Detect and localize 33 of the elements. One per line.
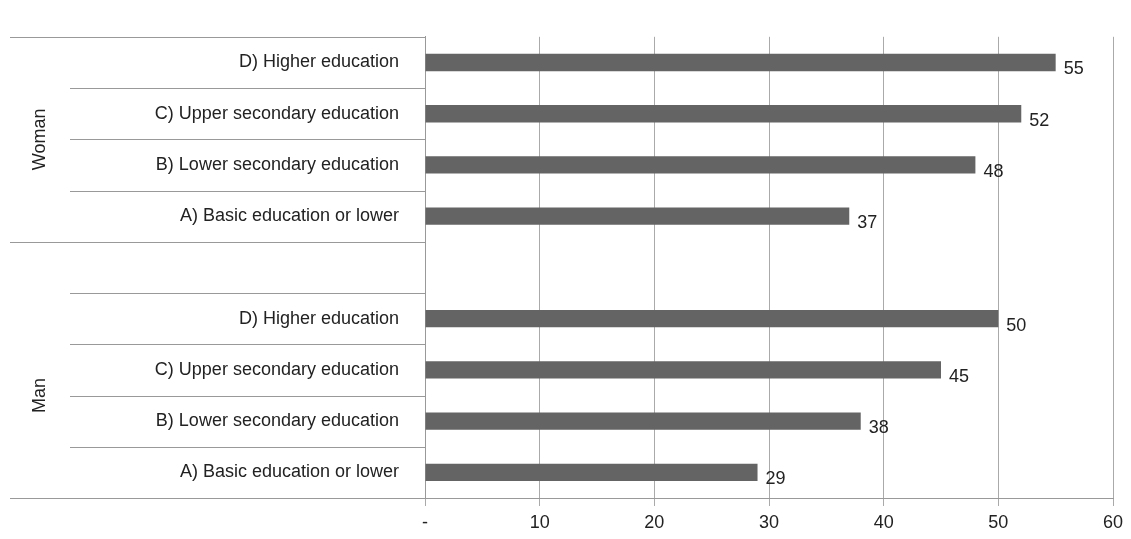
data-label: 37	[857, 212, 878, 233]
bar	[425, 361, 941, 379]
text: Man	[28, 378, 49, 414]
data-label: 52	[1029, 109, 1050, 130]
text: Woman	[28, 108, 49, 171]
y-tick-label: D) Higher education	[238, 307, 399, 328]
y-tick-label: B) Lower secondary education	[155, 410, 399, 431]
bar	[425, 412, 861, 430]
y-tick-label: C) Upper secondary education	[154, 358, 399, 379]
y-tick-label: A) Basic education or lower	[179, 461, 399, 482]
bar	[425, 156, 976, 174]
x-tick-label: 50	[988, 511, 1009, 532]
data-label: 45	[949, 365, 970, 386]
bar	[425, 309, 999, 328]
bar	[425, 463, 758, 482]
y-tick-label: C) Upper secondary education	[154, 102, 399, 123]
x-tick-label: 10	[529, 511, 550, 532]
y-tick-label: A) Basic education or lower	[179, 205, 399, 226]
data-label: 29	[765, 468, 786, 489]
data-label: 50	[1006, 314, 1027, 335]
x-tick-label: 40	[873, 511, 894, 532]
data-label: 38	[868, 417, 889, 438]
data-label: 55	[1063, 58, 1084, 79]
bar	[425, 53, 1056, 72]
x-tick-label: -	[422, 511, 428, 532]
y-tick-label: D) Higher education	[238, 51, 399, 72]
bar	[425, 104, 1022, 123]
data-label: 48	[983, 160, 1004, 181]
x-tick-label: 20	[644, 511, 665, 532]
bar	[425, 207, 850, 225]
x-tick-label: 60	[1102, 511, 1124, 532]
y-tick-label: B) Lower secondary education	[155, 153, 399, 174]
x-tick-label: 30	[758, 511, 780, 532]
